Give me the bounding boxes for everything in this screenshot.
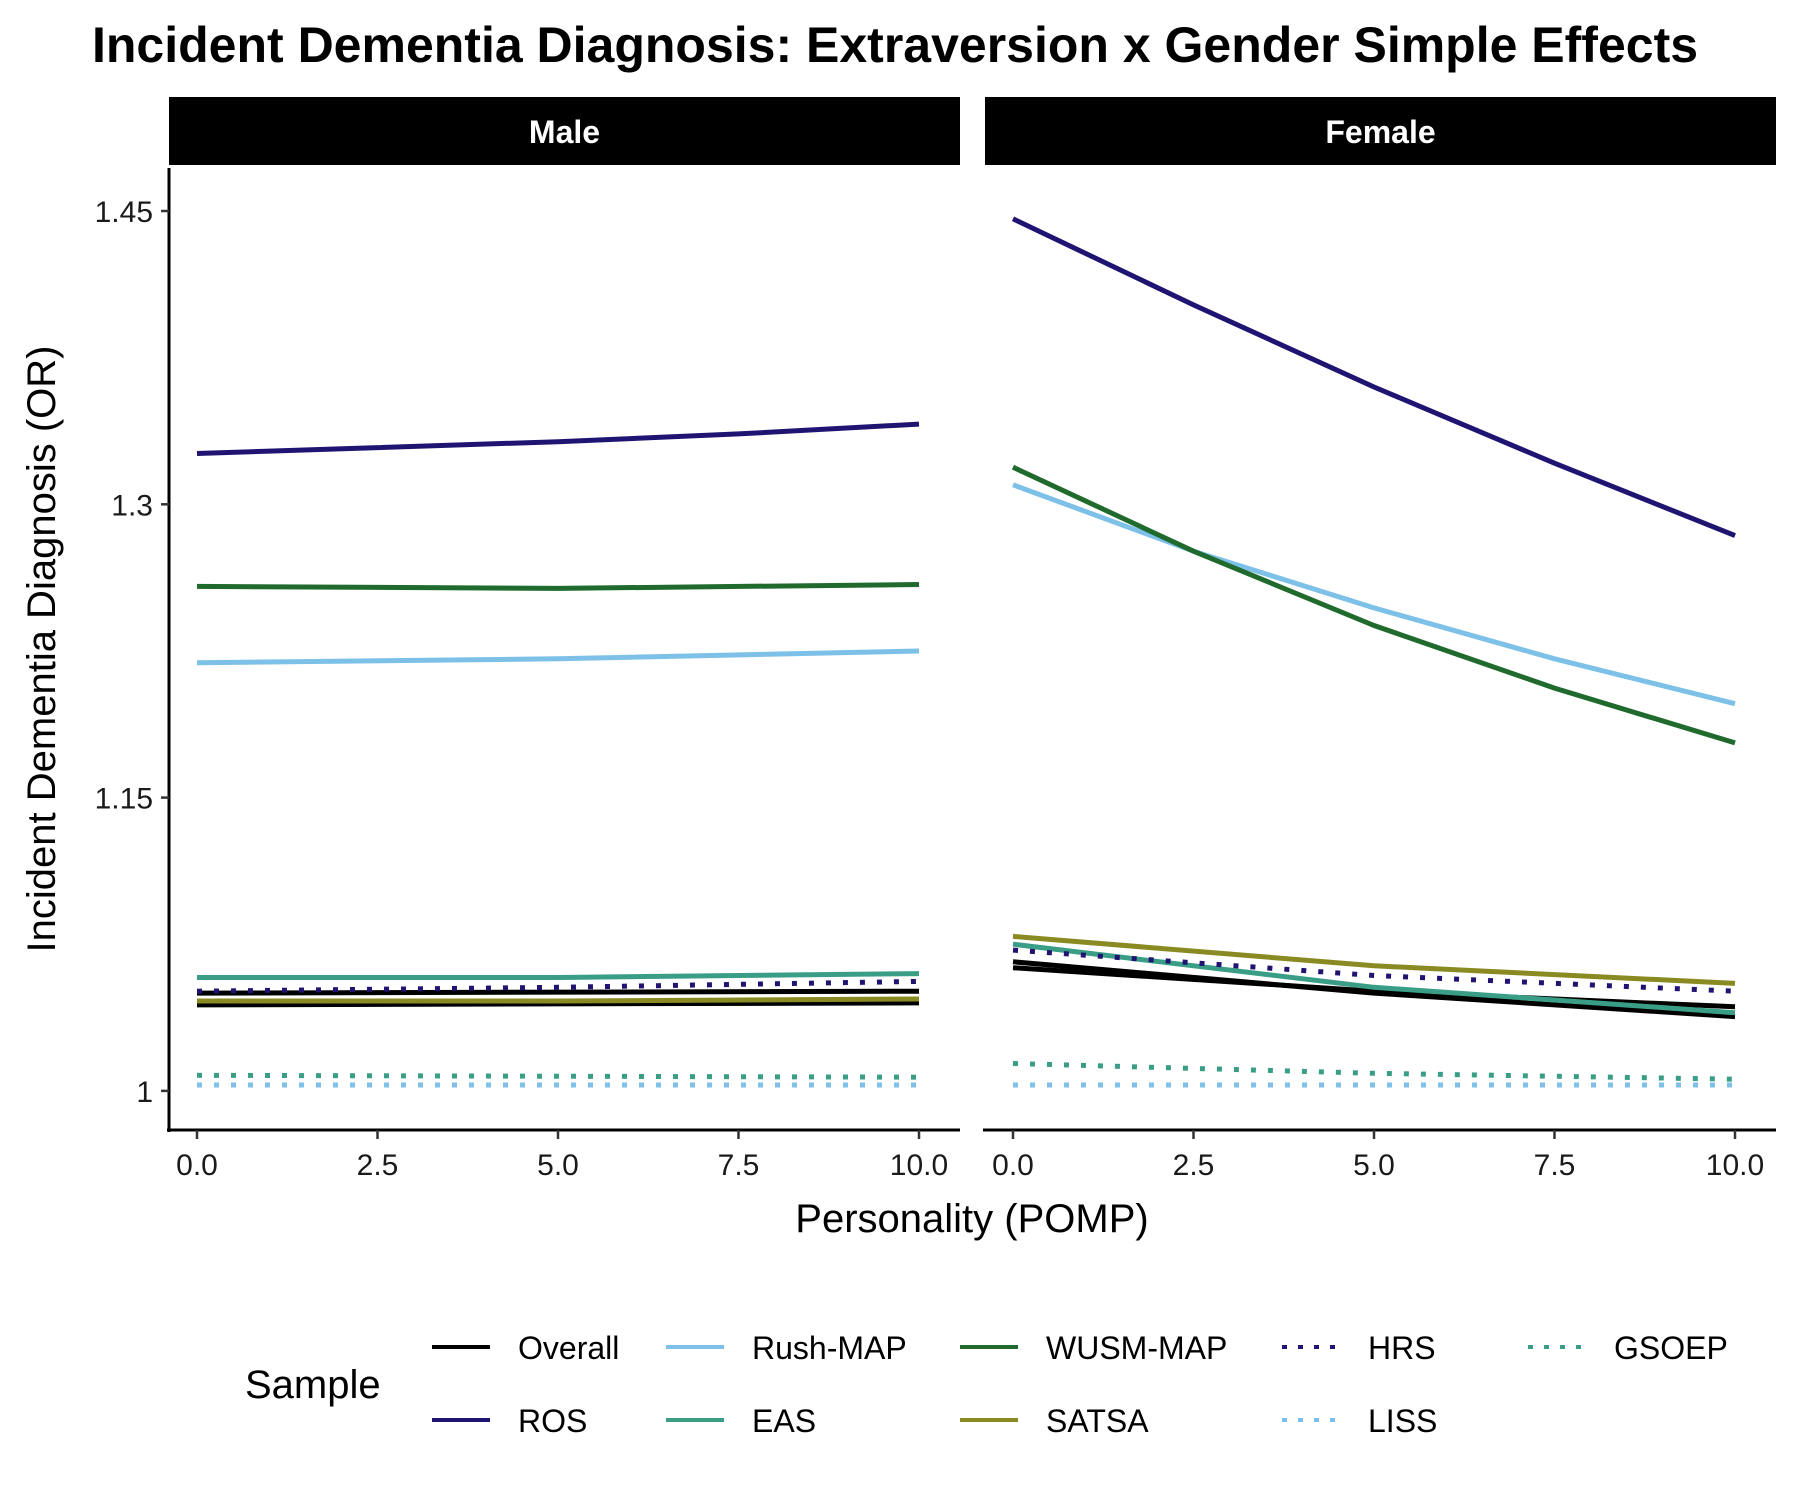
x-tick-label: 0.0 (176, 1149, 218, 1182)
x-tick-label: 5.0 (1353, 1149, 1395, 1182)
y-axis-title: Incident Dementia Diagnosis (OR) (20, 346, 64, 953)
series-line-overall-male (196, 988, 920, 996)
series-line-gsoep-male (196, 1072, 920, 1080)
legend-label-liss: LISS (1368, 1403, 1437, 1439)
y-tick-label: 1.3 (111, 489, 153, 522)
facet-strip-label-male: Male (529, 114, 600, 150)
x-tick-label: 0.0 (992, 1149, 1034, 1182)
series-line-ros-male (196, 421, 920, 456)
legend-label-eas: EAS (752, 1403, 816, 1439)
legend-label-ros: ROS (518, 1403, 587, 1439)
facet-strip-female (985, 97, 1776, 165)
series-line-wusm-map-male (196, 582, 920, 591)
series-line-satsa-female (1012, 933, 1736, 986)
series-line-satsa-male (197, 996, 920, 1004)
x-axis-title: Personality (POMP) (795, 1197, 1148, 1241)
legend-label-satsa: SATSA (1046, 1403, 1149, 1439)
series-line-overall-female (1012, 965, 1736, 1010)
series-line-rush-map-female (1012, 482, 1736, 707)
series-line-eas-male (197, 971, 920, 980)
series-line-ros-female (1011, 216, 1736, 538)
y-tick-label: 1 (136, 1076, 153, 1109)
legend-label-hrs: HRS (1368, 1330, 1436, 1366)
x-tick-label: 7.5 (718, 1149, 760, 1182)
legend-label-gsoep: GSOEP (1614, 1330, 1728, 1366)
legend-title: Sample (245, 1363, 381, 1407)
facet-strip-label-female: Female (1325, 114, 1435, 150)
legend-label-overall: Overall (518, 1330, 619, 1366)
x-tick-label: 7.5 (1534, 1149, 1576, 1182)
series-line-wusm-map-female (1011, 464, 1736, 746)
series-line-gsoep-female (1012, 1061, 1736, 1082)
y-tick-label: 1.45 (95, 196, 153, 229)
plot-layer: Incident Dementia Diagnosis: Extraversio… (20, 17, 1776, 1439)
x-tick-label: 10.0 (1706, 1149, 1764, 1182)
x-tick-label: 2.5 (1173, 1149, 1215, 1182)
series-line-hrs-female (1012, 947, 1736, 994)
y-tick-label: 1.15 (95, 783, 153, 816)
series-line-overall-male (196, 1000, 920, 1008)
facet-strip-male (169, 97, 960, 165)
chart-title: Incident Dementia Diagnosis: Extraversio… (92, 17, 1698, 73)
series-line-hrs-male (196, 978, 920, 994)
x-tick-label: 10.0 (890, 1149, 948, 1182)
legend-label-rush-map: Rush-MAP (752, 1330, 907, 1366)
x-tick-label: 2.5 (357, 1149, 399, 1182)
legend-label-wusm-map: WUSM-MAP (1046, 1330, 1227, 1366)
x-tick-label: 5.0 (537, 1149, 579, 1182)
series-line-rush-map-male (196, 648, 920, 666)
